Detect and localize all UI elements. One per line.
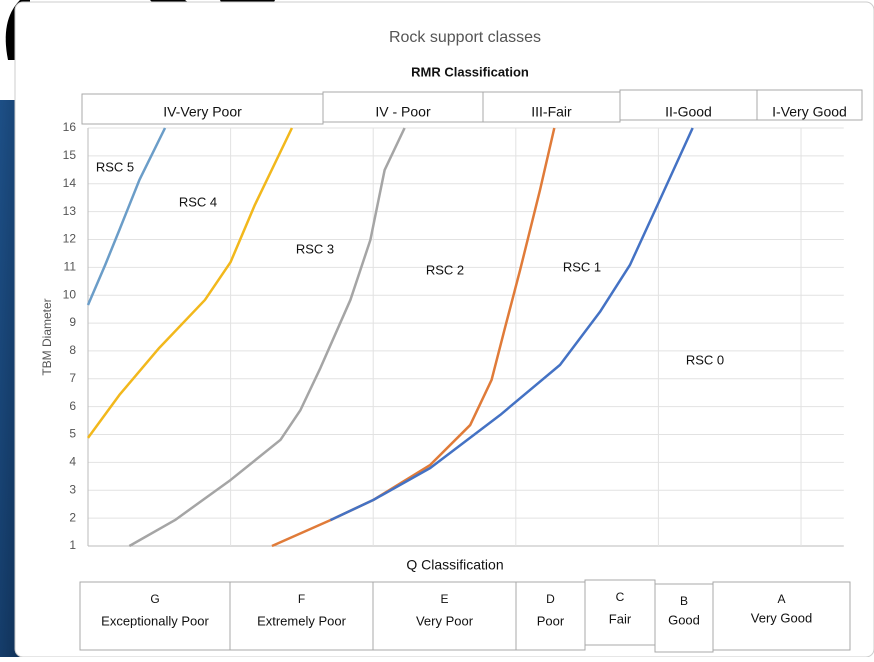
- q-class-letter: A: [777, 592, 785, 606]
- y-tick-label: 4: [69, 455, 76, 469]
- q-class-box: [229, 581, 374, 651]
- rmr-class-box: [322, 91, 484, 123]
- q-class-label: Poor: [537, 613, 565, 628]
- y-tick-label: 3: [69, 482, 76, 496]
- rmr-class-label: III-Fair: [531, 104, 572, 120]
- series-line: [86, 127, 167, 306]
- rmr-class-label: IV - Poor: [375, 104, 431, 120]
- y-tick-label: 15: [63, 148, 77, 162]
- q-class-letter: E: [440, 592, 448, 606]
- y-tick-label: 13: [63, 204, 77, 218]
- rmr-class-label: II-Good: [665, 104, 712, 120]
- y-tick-label: 12: [63, 232, 77, 246]
- region-label: RSC 3: [296, 241, 334, 256]
- y-tick-label: 11: [64, 260, 77, 274]
- series-line: [86, 127, 294, 439]
- y-tick-label: 5: [69, 427, 76, 441]
- y-tick-label: 2: [69, 510, 76, 524]
- q-class-label: Very Good: [751, 610, 812, 625]
- chart-title: Rock support classes: [389, 29, 541, 46]
- q-class-letter: G: [150, 592, 159, 606]
- y-tick-label: 10: [63, 287, 77, 301]
- series-line: [329, 127, 694, 522]
- q-class-box: [79, 581, 231, 651]
- q-class-box: [372, 581, 517, 651]
- q-class-box: [515, 581, 586, 651]
- q-class-label: Exceptionally Poor: [101, 613, 209, 628]
- region-label: RSC 2: [426, 262, 464, 277]
- y-tick-label: 14: [63, 176, 77, 190]
- region-label: RSC 5: [96, 159, 134, 174]
- q-class-label: Fair: [609, 611, 632, 626]
- q-class-label: Very Poor: [416, 613, 474, 628]
- rmr-class-box: [619, 89, 758, 121]
- rmr-class-box: [756, 89, 863, 121]
- y-axis-label: TBM Diameter: [40, 298, 54, 375]
- q-class-letter: F: [298, 592, 305, 606]
- y-tick-label: 7: [69, 371, 76, 385]
- q-class-letter: C: [616, 590, 625, 604]
- q-class-box: [654, 583, 714, 653]
- y-tick-label: 6: [69, 399, 76, 413]
- q-class-box: [712, 581, 851, 651]
- y-tick-label: 8: [69, 343, 76, 357]
- q-class-letter: D: [546, 592, 555, 606]
- y-tick-label: 9: [69, 315, 76, 329]
- region-label: RSC 0: [686, 352, 724, 367]
- x-axis-label: Q Classification: [406, 557, 503, 573]
- y-tick-label: 16: [63, 120, 77, 134]
- region-label: RSC 4: [179, 194, 217, 209]
- region-label: RSC 1: [563, 259, 601, 274]
- q-class-label: Extremely Poor: [257, 613, 347, 628]
- series-line: [128, 127, 406, 548]
- y-tick-label: 1: [69, 538, 76, 552]
- rmr-class-label: I-Very Good: [772, 104, 847, 120]
- q-class-box: [584, 579, 656, 646]
- q-class-label: Good: [668, 612, 700, 627]
- rmr-class-label: IV-Very Poor: [163, 104, 242, 120]
- chart-subtitle: RMR Classification: [411, 64, 529, 79]
- q-class-letter: B: [680, 594, 688, 608]
